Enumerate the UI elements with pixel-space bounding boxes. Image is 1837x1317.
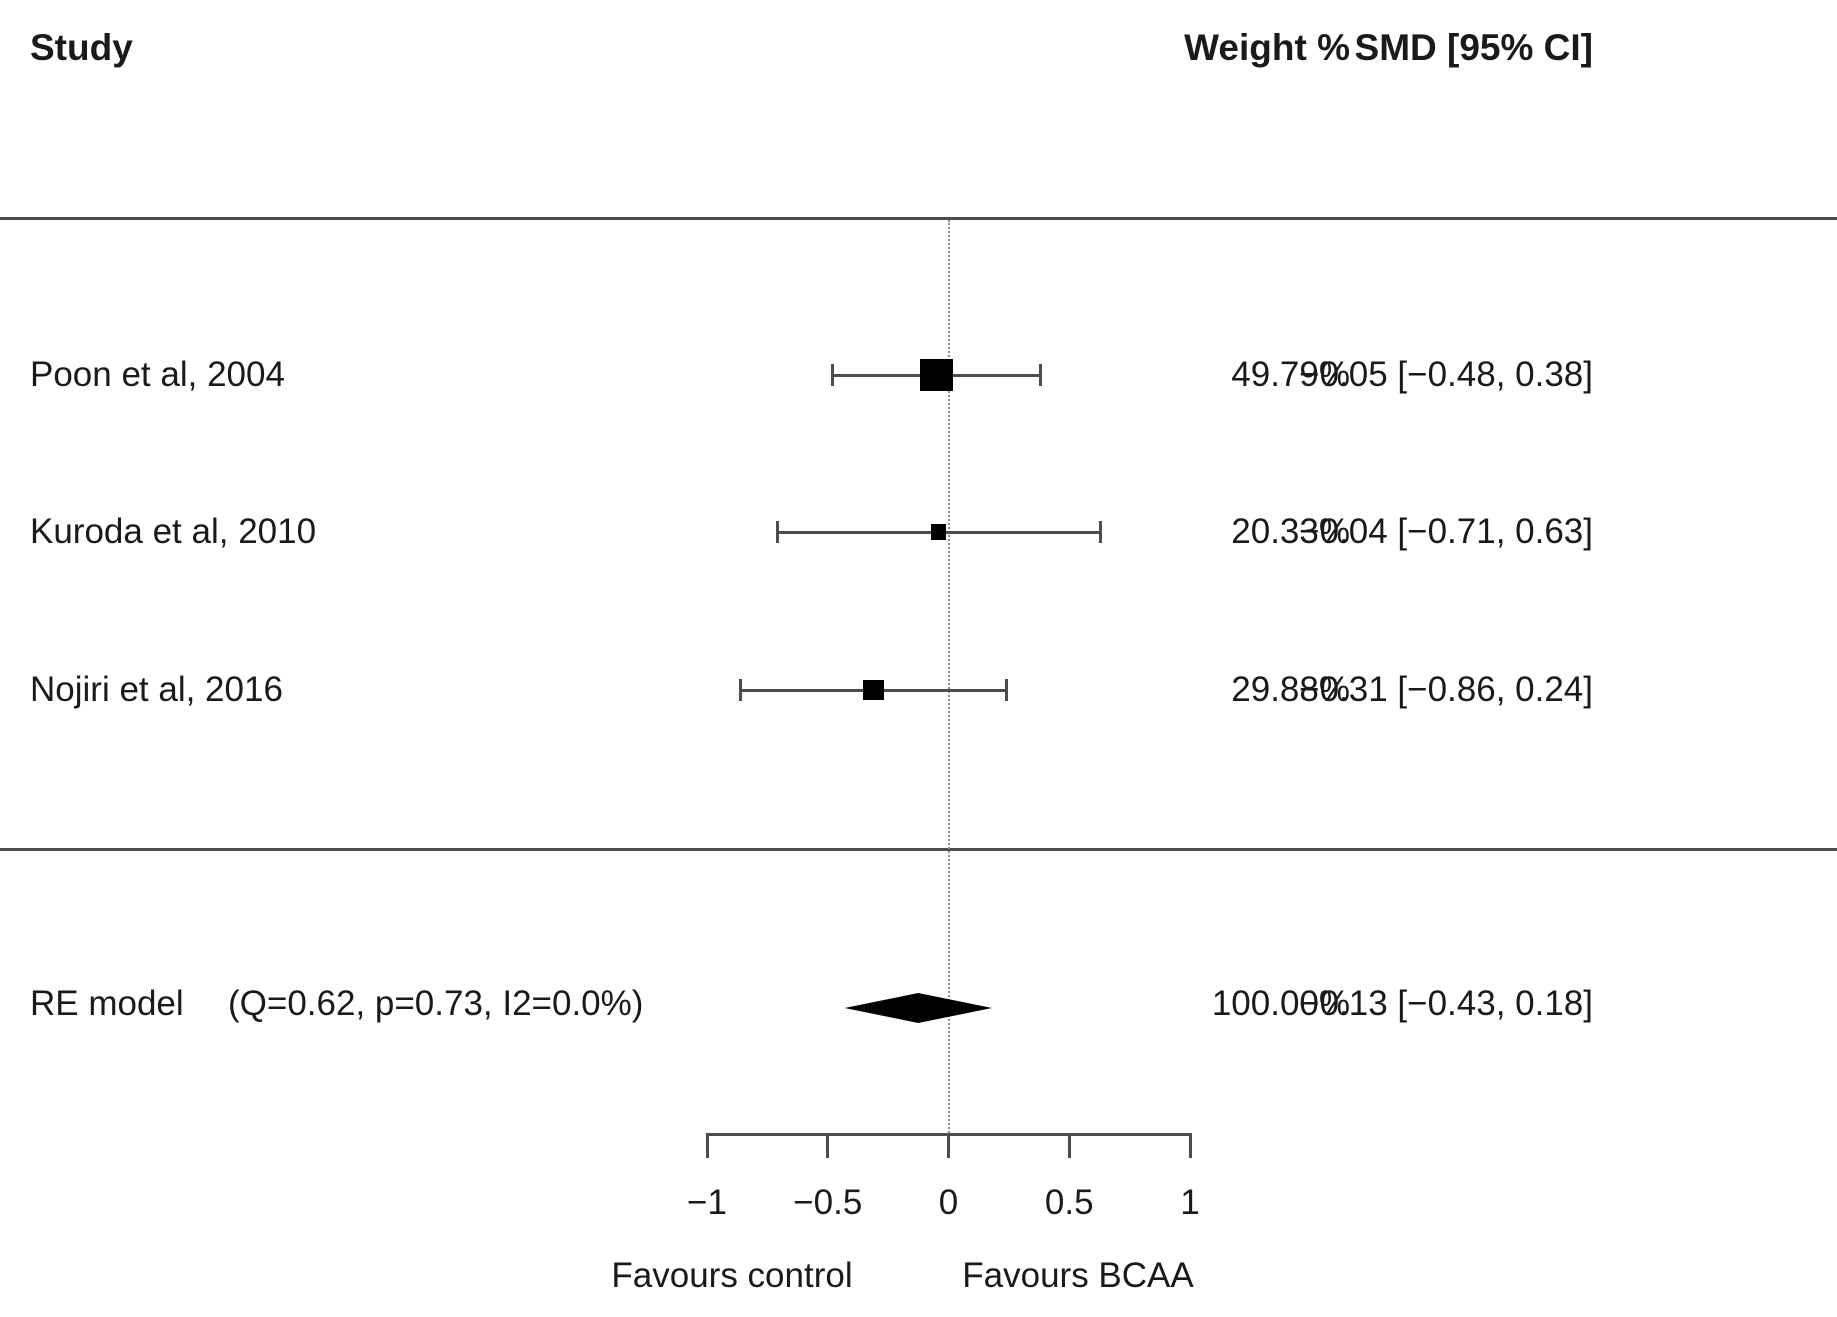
- ci-cap-left: [775, 521, 779, 543]
- summary-weight-value: 100.00%: [1211, 984, 1350, 1023]
- effect-estimate-square: [863, 679, 885, 701]
- smd-ci-value: −0.31 [−0.86, 0.24]: [1299, 670, 1593, 709]
- x-axis-tick-label: −1: [687, 1183, 727, 1222]
- ci-cap-left: [739, 679, 743, 701]
- favours-left-label: Favours control: [611, 1256, 853, 1295]
- favours-right-label: Favours BCAA: [962, 1256, 1194, 1295]
- effect-estimate-square: [919, 358, 953, 392]
- x-axis-tick: [826, 1133, 830, 1158]
- column-header-study: Study: [30, 27, 133, 68]
- ci-cap-right: [1038, 364, 1042, 386]
- summary-smd-ci-value: −0.13 [−0.43, 0.18]: [1299, 984, 1593, 1023]
- summary-model-label: RE model: [30, 984, 184, 1023]
- x-axis-tick: [1067, 1133, 1071, 1158]
- weight-value: 29.88%: [1231, 670, 1350, 709]
- zero-reference-line: [947, 220, 950, 1133]
- effect-estimate-square: [931, 524, 947, 540]
- column-header-smd: SMD [95% CI]: [1354, 27, 1593, 68]
- bottom-separator-line: [0, 848, 1837, 851]
- x-axis-tick: [1188, 1133, 1192, 1158]
- ci-cap-right: [1004, 679, 1008, 701]
- study-label: Poon et al, 2004: [30, 355, 285, 394]
- summary-diamond: [844, 993, 992, 1023]
- x-axis-tick-label: 0: [938, 1183, 959, 1222]
- weight-value: 20.33%: [1231, 512, 1350, 551]
- study-label: Kuroda et al, 2010: [30, 512, 317, 551]
- x-axis-tick-label: 1: [1180, 1183, 1200, 1222]
- x-axis-tick: [947, 1133, 950, 1158]
- column-header-weight: Weight %: [1184, 27, 1350, 68]
- summary-heterogeneity-stats: (Q=0.62, p=0.73, I2=0.0%): [228, 984, 644, 1023]
- ci-cap-right: [1099, 521, 1103, 543]
- smd-ci-value: −0.05 [−0.48, 0.38]: [1299, 355, 1593, 394]
- top-separator-line: [0, 217, 1837, 220]
- ci-cap-left: [831, 364, 835, 386]
- x-axis-tick-label: 0.5: [1044, 1183, 1094, 1222]
- x-axis-tick-label: −0.5: [793, 1183, 863, 1222]
- study-label: Nojiri et al, 2016: [30, 670, 283, 709]
- weight-value: 49.79%: [1231, 355, 1350, 394]
- x-axis-tick: [705, 1133, 709, 1158]
- smd-ci-value: −0.04 [−0.71, 0.63]: [1299, 512, 1593, 551]
